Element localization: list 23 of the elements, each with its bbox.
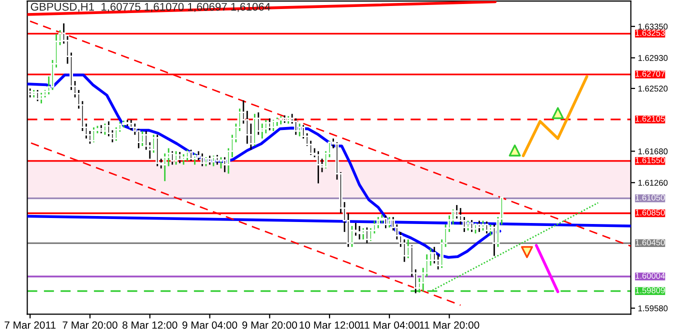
x-tick-label: 11 Mar 20:00 — [420, 321, 480, 329]
x-tick-label: 11 Mar 04:00 — [360, 321, 420, 329]
y-tick-label: 1.63350 — [638, 24, 668, 30]
ref-line-label: 1.60004 — [636, 272, 665, 279]
x-tick-label: 10 Mar 12:00 — [300, 321, 360, 329]
x-tick-label: 8 Mar 12:00 — [122, 321, 178, 329]
ref-line-label: 1.61550 — [636, 157, 665, 164]
x-tick-label: 7 Mar 20:00 — [62, 321, 118, 329]
ref-line-label: 1.59809 — [636, 287, 665, 294]
x-tick-label: 9 Mar 04:00 — [182, 321, 238, 329]
x-tick-label: 9 Mar 20:00 — [242, 321, 298, 329]
y-tick-label: 1.62930 — [638, 55, 668, 61]
ref-line-label: 1.62105 — [636, 116, 665, 122]
y-tick-label: 1.61680 — [638, 148, 668, 154]
y-tick-label: 1.62520 — [638, 86, 668, 92]
ref-line-label: 1.62707 — [636, 70, 665, 77]
ref-line-label: 1.60450 — [636, 239, 665, 246]
y-tick-label: 1.61260 — [638, 180, 668, 186]
ref-line-label: 1.63253 — [636, 30, 665, 36]
x-tick-label: 7 Mar 2011 — [4, 321, 56, 329]
y-tick-label: 1.59580 — [638, 305, 668, 312]
ref-line-label: 1.61050 — [636, 194, 665, 201]
ref-line-label: 1.60850 — [636, 210, 665, 216]
